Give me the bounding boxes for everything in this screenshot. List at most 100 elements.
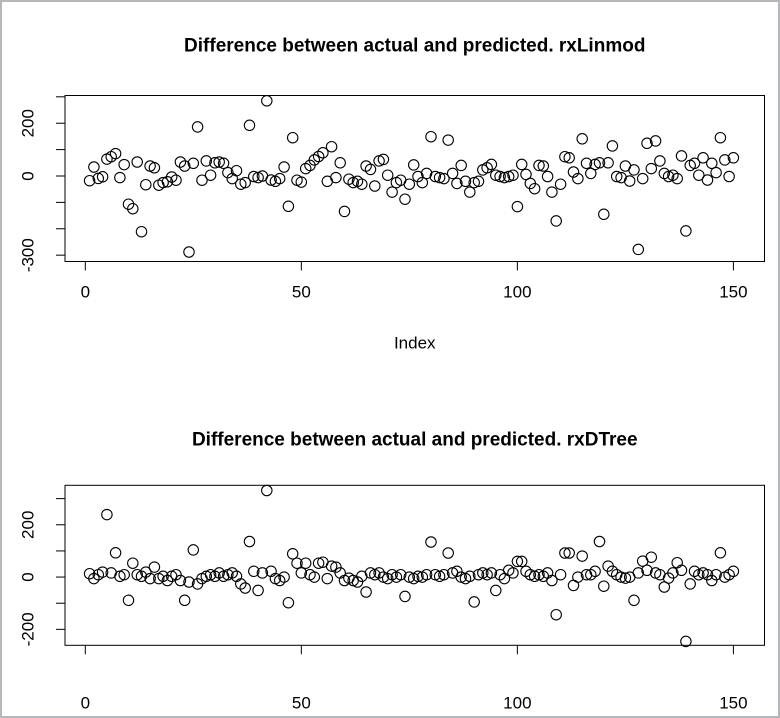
data-point xyxy=(334,157,346,169)
data-point xyxy=(122,198,135,210)
x-tick-label: 50 xyxy=(292,283,311,302)
data-point xyxy=(554,568,567,581)
data-point xyxy=(641,137,653,150)
data-point xyxy=(373,567,385,579)
data-point xyxy=(356,178,368,190)
data-point xyxy=(295,176,308,188)
data-point xyxy=(96,171,109,183)
data-point xyxy=(381,169,394,181)
data-point xyxy=(628,594,640,607)
data-point xyxy=(727,152,740,164)
data-point xyxy=(563,547,575,559)
data-point xyxy=(412,570,424,583)
data-point xyxy=(222,166,234,179)
data-point xyxy=(671,556,683,569)
data-point xyxy=(394,568,407,581)
data-point xyxy=(200,155,213,167)
data-point xyxy=(282,200,295,213)
data-point xyxy=(312,557,325,569)
y-tick-label: -300 xyxy=(19,238,38,272)
data-point xyxy=(507,567,519,579)
data-point xyxy=(593,535,606,548)
data-point xyxy=(572,172,584,185)
data-point xyxy=(109,547,122,559)
data-point xyxy=(585,568,597,581)
data-point xyxy=(451,177,463,190)
data-point xyxy=(265,174,277,186)
data-point xyxy=(308,154,321,166)
data-point xyxy=(468,596,480,608)
data-point xyxy=(299,557,312,569)
data-point xyxy=(455,159,467,172)
data-point xyxy=(114,171,126,184)
data-point xyxy=(127,557,139,569)
data-point xyxy=(183,576,195,588)
x-tick-label: 0 xyxy=(81,283,90,302)
data-points xyxy=(83,484,740,648)
data-point xyxy=(399,193,411,205)
data-point xyxy=(520,565,532,578)
data-point xyxy=(187,157,200,170)
data-point xyxy=(615,571,627,583)
data-point xyxy=(714,131,727,144)
data-point xyxy=(291,557,303,569)
data-point xyxy=(148,561,161,573)
data-point xyxy=(654,155,666,167)
data-point xyxy=(464,570,476,583)
data-point xyxy=(563,152,575,164)
data-point xyxy=(723,170,735,183)
data-point xyxy=(351,576,364,588)
data-point xyxy=(490,169,502,181)
data-point xyxy=(710,166,722,179)
data-point xyxy=(178,594,191,607)
data-point xyxy=(515,158,528,171)
data-point xyxy=(727,565,740,578)
data-point xyxy=(559,150,571,163)
data-point xyxy=(235,578,247,590)
data-point xyxy=(693,169,705,181)
data-point xyxy=(550,608,562,621)
data-point xyxy=(183,246,195,258)
data-point xyxy=(593,157,606,169)
data-point xyxy=(140,566,152,578)
data-point xyxy=(399,590,411,603)
data-point xyxy=(364,163,377,176)
data-point xyxy=(230,164,243,177)
rxdtree-plot: Difference between actual and predicted.… xyxy=(19,430,765,713)
x-axis: 0 50 100 150 xyxy=(81,261,748,302)
data-point xyxy=(338,205,351,218)
data-point xyxy=(248,565,260,578)
data-point xyxy=(710,568,722,581)
data-point xyxy=(701,568,714,581)
data-point xyxy=(610,170,623,183)
data-point xyxy=(632,243,645,256)
data-point xyxy=(706,157,718,170)
data-point xyxy=(213,156,225,168)
data-point xyxy=(157,570,169,583)
data-point xyxy=(680,635,692,648)
y-tick-label: 0 xyxy=(19,171,38,180)
data-point xyxy=(170,568,182,581)
data-point xyxy=(502,170,515,183)
data-point xyxy=(442,547,454,559)
data-point xyxy=(671,172,683,185)
data-point xyxy=(278,161,290,173)
data-point xyxy=(429,170,442,183)
data-point xyxy=(381,572,394,585)
data-point xyxy=(559,547,571,559)
data-point xyxy=(589,565,601,578)
data-point xyxy=(667,567,679,579)
data-point xyxy=(667,169,679,181)
data-point xyxy=(135,570,148,583)
data-point xyxy=(170,174,182,186)
data-point xyxy=(598,208,610,221)
data-point xyxy=(308,571,321,583)
x-tick-label: 100 xyxy=(503,694,531,713)
data-point xyxy=(662,170,675,183)
plot-box xyxy=(64,95,765,262)
data-point xyxy=(714,547,727,559)
rxlinmod-plot: Difference between actual and predicted.… xyxy=(19,36,765,353)
data-point xyxy=(83,174,96,187)
data-point xyxy=(451,565,463,578)
